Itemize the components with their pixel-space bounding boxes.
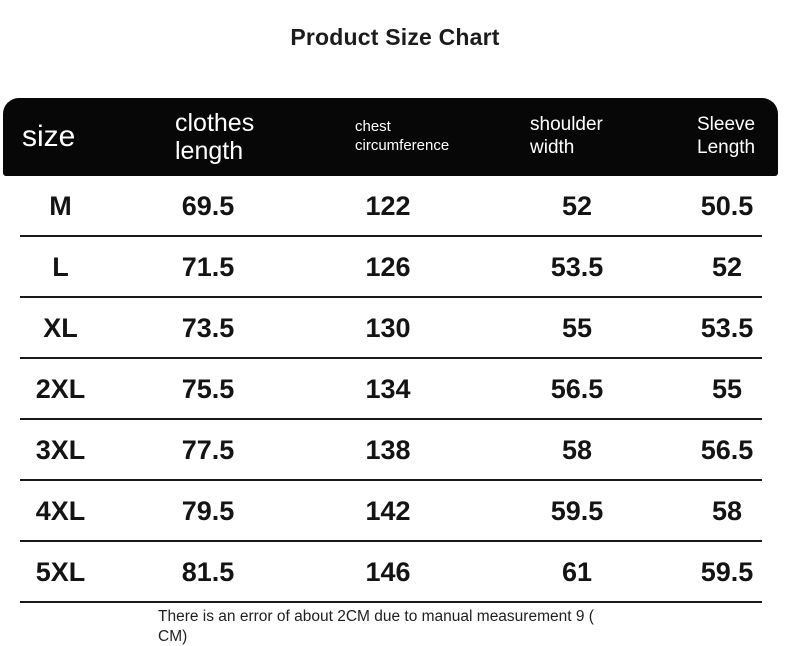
table-cell: 134 [365, 374, 411, 404]
table-cell: 61 [561, 557, 593, 587]
table-row: 4XL 79.5 142 59.5 58 [3, 481, 778, 542]
table-cell: 75.5 [181, 374, 235, 404]
table-cell: 59.5 [700, 557, 754, 587]
column-header-sleeve-length: Sleeve Length [697, 114, 756, 158]
table-body: M 69.5 122 52 50.5 L 71.5 126 53.5 52 XL… [3, 176, 778, 603]
measurement-error-note: There is an error of about 2CM due to ma… [158, 607, 598, 646]
table-row: 3XL 77.5 138 58 56.5 [3, 420, 778, 481]
note-line: There is an error of about 2CM due to ma… [158, 608, 594, 625]
column-header-clothes-length: clothes length [175, 109, 255, 165]
table-cell: 138 [365, 435, 411, 465]
row-size-label: 5XL [35, 557, 86, 587]
row-size-label: 2XL [35, 374, 86, 404]
table-cell: 59.5 [550, 496, 604, 526]
table-cell: 142 [365, 496, 411, 526]
row-size-label: XL [43, 313, 78, 343]
column-header-chest-circumference: chest circumference [355, 118, 450, 154]
table-cell: 53.5 [550, 252, 604, 282]
row-size-label: 3XL [35, 435, 86, 465]
table-cell: 50.5 [700, 191, 754, 221]
note-line: CM) [158, 628, 188, 646]
table-cell: 52 [711, 252, 743, 282]
table-cell: 79.5 [181, 496, 235, 526]
table-cell: 126 [365, 252, 411, 282]
table-cell: 146 [365, 557, 411, 587]
table-cell: 122 [365, 191, 411, 221]
table-cell: 53.5 [700, 313, 754, 343]
table-cell: 56.5 [700, 435, 754, 465]
table-row: M 69.5 122 52 50.5 [3, 176, 778, 237]
table-cell: 73.5 [181, 313, 235, 343]
row-size-label: M [49, 191, 72, 221]
table-row: L 71.5 126 53.5 52 [3, 237, 778, 298]
table-cell: 52 [561, 191, 593, 221]
column-header-size: size [22, 120, 76, 154]
row-size-label: 4XL [35, 496, 86, 526]
table-row: 5XL 81.5 146 61 59.5 [3, 542, 778, 603]
page-title: Product Size Chart [290, 24, 500, 50]
table-cell: 69.5 [181, 191, 235, 221]
table-cell: 77.5 [181, 435, 235, 465]
table-row: 2XL 75.5 134 56.5 55 [3, 359, 778, 420]
table-cell: 81.5 [181, 557, 235, 587]
table-cell: 55 [711, 374, 743, 404]
table-cell: 55 [561, 313, 593, 343]
table-row: XL 73.5 130 55 53.5 [3, 298, 778, 359]
table-cell: 71.5 [181, 252, 235, 282]
row-size-label: L [52, 252, 69, 282]
table-cell: 58 [711, 496, 743, 526]
table-header-row: size clothes length chest circumference … [3, 98, 778, 176]
table-cell: 130 [365, 313, 411, 343]
column-header-shoulder-width: shoulder width [530, 114, 603, 158]
table-cell: 56.5 [550, 374, 604, 404]
table-cell: 58 [561, 435, 593, 465]
